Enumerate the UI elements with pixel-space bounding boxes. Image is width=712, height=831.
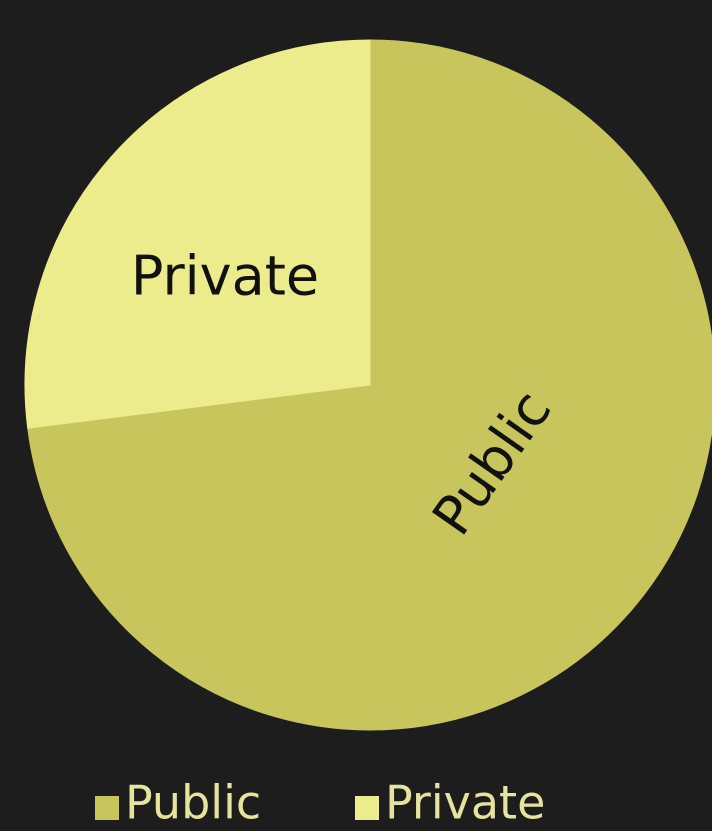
legend-swatch bbox=[355, 796, 379, 820]
pie-slice bbox=[24, 39, 371, 429]
pie-slice bbox=[27, 39, 712, 731]
legend-label: Private bbox=[385, 776, 545, 830]
legend-swatch bbox=[95, 796, 119, 820]
legend: Public Private bbox=[95, 776, 545, 830]
slice-label: Private bbox=[131, 245, 319, 308]
legend-label: Public bbox=[125, 776, 261, 830]
